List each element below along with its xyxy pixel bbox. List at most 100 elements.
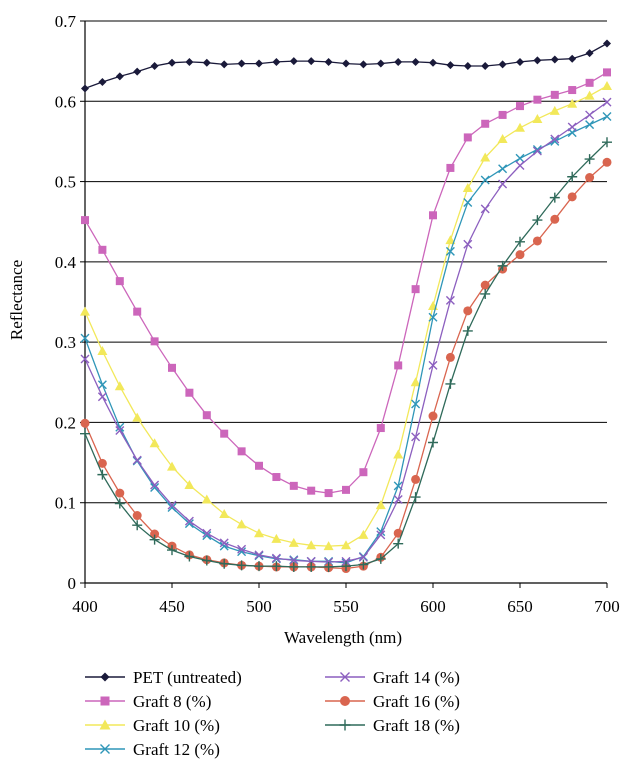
point-3-19 <box>411 399 421 409</box>
point-0-25 <box>516 57 524 66</box>
point-0-14 <box>324 57 333 66</box>
point-3-6 <box>184 519 194 529</box>
point-2-6 <box>184 480 195 490</box>
point-3-21 <box>445 246 455 256</box>
point-5-27 <box>550 214 560 224</box>
series-4 <box>80 97 612 567</box>
point-5-22 <box>463 306 473 316</box>
series-0 <box>81 39 611 93</box>
point-0-10 <box>255 59 263 68</box>
point-4-19 <box>411 432 421 442</box>
point-0-17 <box>376 59 385 68</box>
legend-marker-0 <box>100 672 110 682</box>
point-1-7 <box>202 411 211 420</box>
point-5-19 <box>411 474 421 484</box>
point-4-22 <box>463 239 473 249</box>
series-line-2 <box>84 85 608 547</box>
gridlines <box>85 20 607 504</box>
point-6-1 <box>97 469 108 480</box>
point-2-17 <box>375 500 386 510</box>
point-6-25 <box>515 236 525 247</box>
series-5 <box>80 157 612 574</box>
point-1-6 <box>185 388 194 397</box>
point-6-11 <box>271 561 282 572</box>
point-2-15 <box>341 540 351 550</box>
series-1 <box>81 68 611 498</box>
y-tick-label-5: 0.5 <box>55 173 76 192</box>
point-4-11 <box>271 553 281 563</box>
point-1-0 <box>81 216 89 225</box>
point-6-30 <box>602 137 612 148</box>
point-3-5 <box>167 503 177 513</box>
point-2-16 <box>358 529 369 539</box>
legend-label-2: Graft 10 (%) <box>133 716 220 735</box>
point-1-13 <box>307 486 316 495</box>
point-2-11 <box>271 533 282 543</box>
point-0-22 <box>463 61 472 70</box>
point-3-1 <box>97 380 107 390</box>
point-3-29 <box>585 120 595 130</box>
point-5-29 <box>585 173 595 183</box>
legend-marker-4 <box>340 672 350 682</box>
point-2-13 <box>306 540 317 550</box>
point-4-23 <box>480 204 490 214</box>
x-tick-label-0: 400 <box>72 597 98 616</box>
legend: PET (untreated) Graft 8 (%) Graft 10 (%) Gr… <box>85 668 460 759</box>
point-1-3 <box>133 307 142 316</box>
legend-item-3: Graft 12 (%) <box>85 740 220 759</box>
point-2-23 <box>480 152 491 162</box>
x-tick-label-2: 500 <box>246 597 272 616</box>
point-4-28 <box>567 122 577 132</box>
x-axis-title: Wavelength (nm) <box>284 628 402 647</box>
point-4-6 <box>184 516 194 526</box>
point-1-30 <box>603 68 611 77</box>
point-4-0 <box>80 354 90 364</box>
point-0-19 <box>411 57 420 66</box>
point-6-4 <box>149 534 160 545</box>
point-4-21 <box>445 295 455 305</box>
axes <box>84 21 607 584</box>
point-2-21 <box>445 235 456 245</box>
point-2-12 <box>288 537 299 547</box>
point-6-5 <box>167 545 177 556</box>
point-0-27 <box>550 55 559 64</box>
legend-marker-2 <box>99 719 111 730</box>
point-0-0 <box>81 84 89 93</box>
point-5-23 <box>480 280 490 290</box>
point-2-7 <box>201 494 212 504</box>
y-tick-label-6: 0.6 <box>55 92 76 111</box>
point-0-13 <box>307 57 316 66</box>
point-5-1 <box>97 458 107 468</box>
point-1-2 <box>115 277 124 286</box>
x-tick-label-4: 600 <box>420 597 446 616</box>
point-6-10 <box>254 561 264 572</box>
point-5-0 <box>80 418 90 428</box>
point-4-4 <box>150 480 160 490</box>
point-0-4 <box>150 61 159 70</box>
point-1-25 <box>516 102 524 111</box>
point-1-15 <box>342 485 350 494</box>
point-1-28 <box>568 86 577 95</box>
point-1-1 <box>98 245 107 254</box>
point-2-2 <box>114 381 125 391</box>
point-0-30 <box>603 39 611 48</box>
legend-marker-1 <box>100 696 110 706</box>
point-4-29 <box>585 110 595 120</box>
point-1-9 <box>237 447 246 456</box>
point-3-24 <box>498 164 508 174</box>
point-0-6 <box>185 57 194 66</box>
point-4-12 <box>289 556 299 566</box>
point-1-14 <box>324 489 333 498</box>
point-4-2 <box>115 425 125 435</box>
plot-area <box>80 39 612 574</box>
legend-label-5: Graft 16 (%) <box>373 692 460 711</box>
point-1-29 <box>585 78 594 87</box>
point-2-8 <box>219 508 230 518</box>
point-6-15 <box>341 561 351 572</box>
point-0-12 <box>289 57 298 66</box>
point-6-22 <box>462 325 473 336</box>
series-3 <box>80 112 612 568</box>
y-tick-label-4: 0.4 <box>55 253 77 272</box>
point-6-23 <box>480 288 491 299</box>
